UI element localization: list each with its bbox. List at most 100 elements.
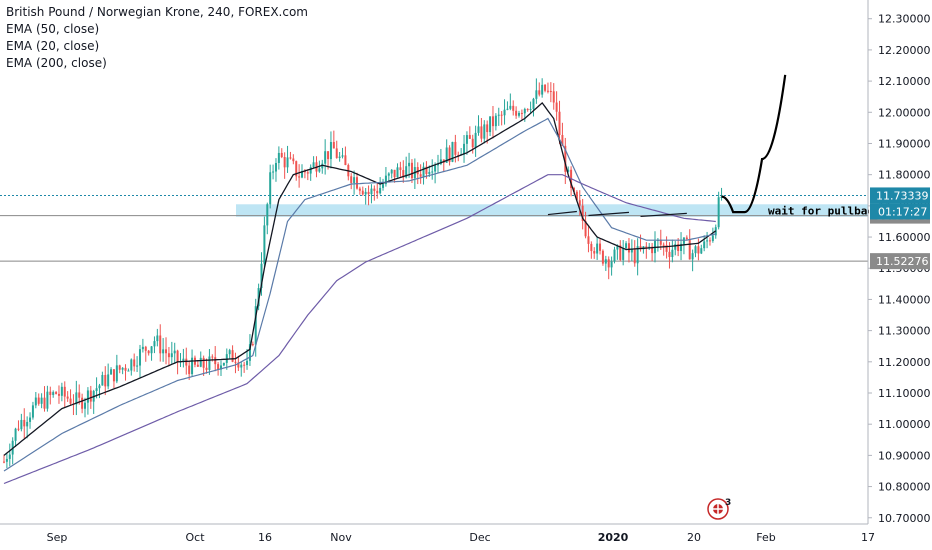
candle: [57, 385, 60, 404]
legend-ema-20[interactable]: EMA (20, close): [6, 39, 100, 53]
projection-curve[interactable]: [721, 74, 787, 214]
resistance-segment[interactable]: [547, 210, 577, 216]
candle: [489, 116, 492, 136]
y-tick-label: 11.60000: [878, 231, 931, 244]
candle: [691, 249, 694, 272]
candle: [243, 361, 246, 373]
candle: [222, 362, 225, 367]
legend-ema-50[interactable]: EMA (50, close): [6, 22, 100, 36]
y-tick-label: 11.90000: [878, 137, 931, 150]
candle: [604, 255, 607, 271]
candle: [228, 348, 231, 360]
candle: [382, 178, 385, 191]
candle: [344, 146, 347, 166]
candle: [651, 242, 654, 262]
candle: [335, 140, 338, 159]
candle: [697, 238, 700, 261]
candle: [627, 238, 630, 263]
candle: [465, 131, 468, 155]
candles: [3, 78, 723, 469]
candle: [706, 231, 709, 249]
candle: [662, 242, 665, 256]
candle: [358, 186, 361, 195]
resistance-segment[interactable]: [588, 211, 630, 217]
candle: [136, 356, 139, 373]
ema-line-1[interactable]: [3, 117, 716, 472]
candle: [448, 145, 451, 166]
candle: [20, 413, 23, 432]
candle: [165, 337, 168, 365]
candle: [413, 158, 416, 190]
candle: [162, 338, 165, 362]
candle: [396, 163, 399, 178]
ema-line-0[interactable]: [3, 101, 717, 456]
y-tick-label: 10.70000: [878, 512, 931, 525]
y-tick-label: 12.20000: [878, 44, 931, 57]
candle: [3, 454, 5, 464]
x-tick-label: Oct: [185, 531, 205, 544]
candle: [491, 106, 494, 139]
candle: [153, 336, 156, 354]
candle: [700, 244, 703, 255]
candle: [26, 416, 29, 439]
candle: [217, 362, 220, 376]
annotation-text[interactable]: wait for pullback: [768, 205, 881, 218]
candle: [515, 106, 518, 119]
legend-symbol-title[interactable]: British Pound / Norwegian Krone, 240, FO…: [6, 5, 308, 19]
x-tick-label: 17: [861, 531, 875, 544]
candle: [23, 408, 26, 439]
candle: [179, 353, 182, 368]
chart-legend: British Pound / Norwegian Krone, 240, FO…: [6, 4, 308, 72]
candle: [408, 152, 411, 178]
x-tick-label: 16: [258, 531, 272, 544]
candle: [471, 134, 474, 154]
candle: [587, 226, 590, 253]
candle: [619, 240, 622, 262]
candle: [107, 363, 110, 390]
candle: [399, 161, 402, 177]
candle: [541, 78, 544, 98]
events-flag-icon[interactable]: 3: [707, 498, 731, 520]
candle: [55, 390, 58, 395]
candle: [419, 164, 422, 184]
candle: [75, 380, 78, 416]
candle: [680, 232, 683, 261]
candle: [509, 93, 512, 111]
candle: [208, 349, 211, 375]
candle: [720, 187, 723, 201]
legend-ema-200[interactable]: EMA (200, close): [6, 56, 107, 70]
candle: [81, 393, 84, 414]
candle: [535, 78, 538, 104]
candle: [523, 107, 526, 122]
candle: [289, 151, 292, 160]
support-zone-rect[interactable]: [236, 204, 868, 217]
y-tick-label: 11.40000: [878, 293, 931, 306]
candle: [370, 184, 373, 204]
candle: [708, 237, 711, 246]
y-tick-label: 12.00000: [878, 106, 931, 119]
candle: [40, 393, 43, 409]
candle: [14, 427, 17, 448]
ema-line-2[interactable]: [3, 174, 716, 485]
candle: [622, 240, 625, 266]
candle: [251, 341, 254, 347]
candle: [613, 246, 616, 264]
candle: [367, 185, 370, 206]
candle: [110, 367, 113, 375]
candle: [503, 99, 506, 125]
resistance-segment[interactable]: [640, 212, 687, 218]
candle: [555, 91, 558, 121]
candle: [506, 101, 509, 111]
candle: [31, 401, 34, 420]
candle: [196, 360, 199, 368]
candle: [645, 242, 648, 259]
candle: [298, 164, 301, 188]
candle: [127, 368, 130, 372]
candle: [246, 348, 249, 370]
candle: [29, 412, 32, 429]
candle: [46, 385, 49, 412]
candle: [86, 387, 89, 415]
candle: [17, 420, 20, 432]
candle: [480, 117, 483, 143]
